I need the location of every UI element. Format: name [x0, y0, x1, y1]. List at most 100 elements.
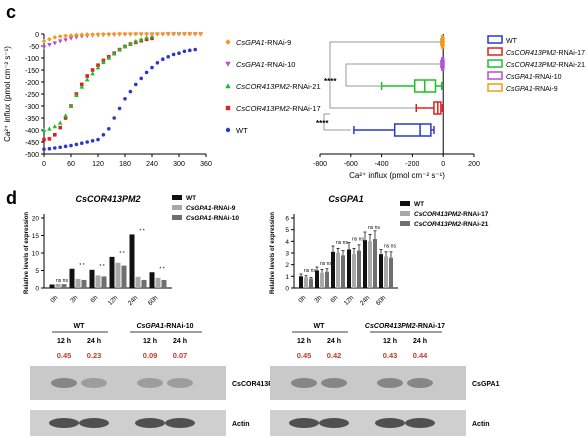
data-point — [68, 33, 74, 38]
y-tick-label: 0 — [35, 32, 39, 39]
y-tick-label: -50 — [29, 44, 39, 51]
x-tick-label: 24h — [359, 294, 372, 307]
protein-band — [137, 378, 163, 388]
x-tick-label: 240 — [146, 161, 158, 168]
lane-time-label: 24 h — [87, 338, 101, 345]
bar — [352, 254, 356, 288]
data-point — [144, 31, 149, 37]
data-point — [112, 116, 116, 120]
data-point — [95, 31, 101, 37]
x-tick-label: 300 — [173, 161, 185, 168]
x-tick-label: -200 — [405, 161, 419, 168]
data-point — [90, 68, 95, 72]
band-quantification: 0.45 — [57, 351, 72, 360]
y-tick-label: 4 — [285, 239, 289, 246]
bar — [363, 240, 367, 288]
y-tick-label: 2 — [285, 262, 289, 269]
legend-label: WT — [414, 201, 424, 208]
data-point — [144, 70, 149, 75]
band-quantification: 0.09 — [143, 351, 158, 360]
data-point — [128, 89, 133, 94]
legend-swatch — [487, 71, 503, 80]
band-quantification: 0.23 — [87, 351, 102, 360]
legend-label: CsCOR413PM2-RNAi-21 — [414, 221, 489, 228]
significance-label: ns ns — [368, 225, 380, 231]
x-tick-label: 12h — [107, 294, 120, 307]
data-point — [101, 133, 106, 137]
data-point — [84, 77, 90, 82]
data-point — [165, 31, 171, 37]
legend-swatch — [400, 221, 410, 226]
significance-stars: **** — [324, 77, 337, 86]
sig-bracket — [329, 41, 442, 109]
y-tick-label: -250 — [25, 92, 39, 99]
protein-band — [377, 378, 403, 388]
data-point — [90, 71, 95, 76]
legend-swatch — [400, 211, 410, 216]
bar — [309, 278, 313, 288]
data-point — [63, 116, 68, 120]
data-point — [63, 38, 68, 43]
bar — [129, 234, 135, 288]
y-axis-label: Ca²⁺ influx (pmol cm⁻² s⁻¹) — [3, 46, 12, 142]
data-point — [133, 38, 139, 43]
bar — [304, 277, 308, 288]
data-point — [107, 127, 111, 131]
band-quantification: 0.44 — [413, 351, 428, 360]
protein-band — [81, 378, 107, 388]
x-axis-label: Ca²⁺ influx (pmol cm⁻² s⁻¹) — [349, 171, 445, 180]
group-label-control: WT — [74, 323, 86, 330]
panel-label-c: c — [6, 2, 17, 22]
x-tick-label: 0h — [49, 294, 59, 304]
lane-time-label: 12 h — [143, 338, 157, 345]
x-tick-label: 6h — [89, 294, 99, 304]
bar — [55, 283, 61, 288]
bar — [368, 241, 372, 288]
significance-label: ns ns — [336, 240, 348, 246]
protein-band — [407, 378, 433, 388]
legend-swatch — [172, 215, 182, 220]
x-tick-label: -600 — [344, 161, 358, 168]
western-blot-right: WT CsCOR413PM2-RNAi-17 12 h 0.45 24 h 0.42 12 … — [270, 323, 500, 436]
bar — [347, 249, 351, 288]
x-tick-label: 120 — [92, 161, 104, 168]
data-point — [139, 76, 143, 81]
legend-swatch — [172, 195, 182, 200]
bar — [135, 276, 141, 288]
y-tick-label: 6 — [285, 216, 289, 223]
x-tick-label: 0 — [441, 161, 445, 168]
band-quantification: 0.07 — [173, 351, 188, 360]
bar — [109, 256, 115, 288]
data-point — [68, 36, 74, 41]
y-tick-label: 0 — [285, 286, 289, 293]
ca-influx-boxplot-chart: CsGPA1-RNAi-9 CsGPA1-RNAi-10 CsCOR413PM2-R… — [225, 34, 585, 180]
legend-label: CsGPA1-RNAi-10 — [506, 74, 562, 81]
x-tick-label: 180 — [119, 161, 131, 168]
bar — [320, 272, 324, 288]
sig-bracket — [323, 113, 351, 131]
data-point — [188, 48, 192, 53]
data-point — [63, 113, 68, 118]
bar — [379, 254, 383, 288]
data-point — [85, 140, 89, 144]
data-point — [57, 34, 63, 39]
loading-band — [375, 418, 405, 428]
loading-control-label: Actin — [472, 421, 490, 428]
data-point — [133, 31, 139, 37]
data-point — [74, 32, 79, 38]
data-point — [53, 146, 57, 150]
data-point — [101, 31, 106, 37]
lane-time-label: 12 h — [383, 338, 397, 345]
lane-time-label: 24 h — [327, 338, 341, 345]
western-blot-left: WT CsGPA1-RNAi-10 12 h 0.45 24 h 0.23 12 h 0.09… — [30, 323, 270, 436]
data-point — [84, 32, 90, 37]
y-tick-label: -400 — [25, 128, 39, 135]
loading-band — [289, 418, 319, 428]
data-point — [161, 57, 165, 61]
legend-swatch — [487, 83, 503, 92]
data-point — [138, 36, 144, 42]
x-tick-label: 0h — [297, 294, 307, 304]
y-tick-label: 5 — [35, 268, 39, 275]
sig-bracket — [345, 63, 442, 87]
bar — [155, 277, 161, 288]
